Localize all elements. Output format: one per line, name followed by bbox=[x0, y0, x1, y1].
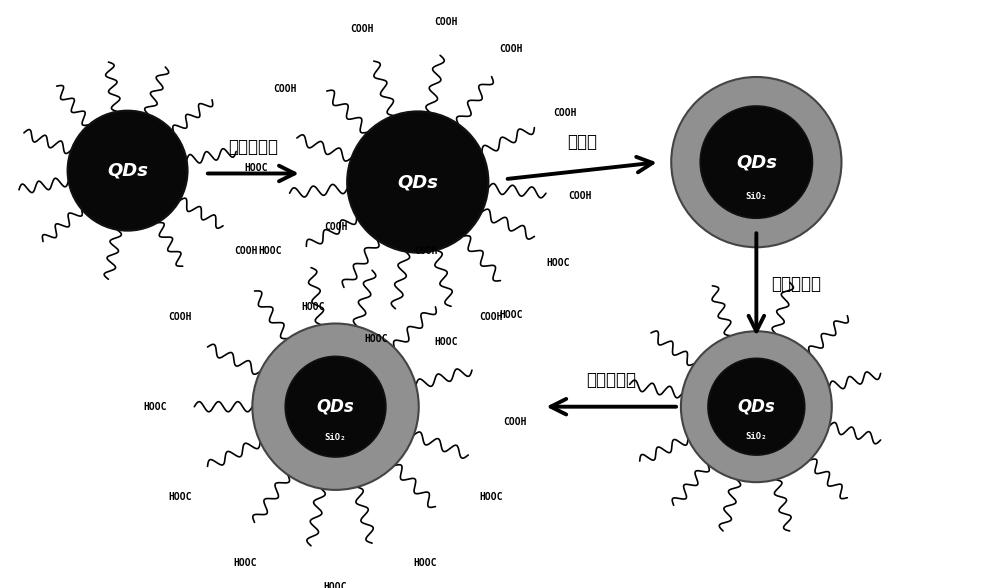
Text: COOH: COOH bbox=[503, 417, 527, 427]
Text: COOH: COOH bbox=[499, 44, 523, 54]
Circle shape bbox=[681, 331, 832, 482]
Text: HOOC: HOOC bbox=[259, 246, 282, 256]
Text: HOOC: HOOC bbox=[434, 337, 458, 347]
Circle shape bbox=[700, 106, 812, 218]
Text: HOOC: HOOC bbox=[144, 402, 167, 412]
Text: COOH: COOH bbox=[553, 108, 577, 118]
Circle shape bbox=[347, 111, 488, 253]
Text: HOOC: HOOC bbox=[244, 163, 268, 173]
Text: HOOC: HOOC bbox=[324, 582, 347, 588]
Circle shape bbox=[285, 356, 386, 457]
Text: HOOC: HOOC bbox=[234, 557, 257, 567]
Text: 两性齐聚物: 两性齐聚物 bbox=[586, 371, 636, 389]
Text: QDs: QDs bbox=[317, 397, 354, 416]
Circle shape bbox=[708, 358, 805, 455]
Text: COOH: COOH bbox=[414, 246, 437, 256]
Circle shape bbox=[252, 323, 419, 490]
Text: QDs: QDs bbox=[737, 397, 775, 416]
Text: COOH: COOH bbox=[168, 312, 191, 322]
Text: HOOC: HOOC bbox=[480, 492, 503, 502]
Text: COOH: COOH bbox=[234, 246, 257, 256]
Text: 硅烷偶联剂: 硅烷偶联剂 bbox=[771, 275, 821, 293]
Text: HOOC: HOOC bbox=[499, 310, 523, 320]
Text: COOH: COOH bbox=[480, 312, 503, 322]
Text: HOOC: HOOC bbox=[547, 258, 570, 268]
Text: SiO₂: SiO₂ bbox=[325, 433, 346, 442]
Text: 两性齐聚物: 两性齐聚物 bbox=[228, 138, 278, 156]
Text: QDs: QDs bbox=[107, 162, 148, 180]
Text: COOH: COOH bbox=[568, 191, 591, 201]
Text: COOH: COOH bbox=[434, 17, 458, 27]
Text: HOOC: HOOC bbox=[414, 557, 437, 567]
Text: HOOC: HOOC bbox=[302, 302, 325, 312]
Text: QDs: QDs bbox=[397, 173, 438, 191]
Text: HOOC: HOOC bbox=[364, 334, 387, 344]
Text: 前驱体: 前驱体 bbox=[567, 132, 597, 151]
Circle shape bbox=[671, 77, 841, 247]
Text: COOH: COOH bbox=[350, 24, 374, 34]
Text: QDs: QDs bbox=[736, 153, 777, 171]
Text: SiO₂: SiO₂ bbox=[746, 192, 767, 202]
Circle shape bbox=[68, 111, 188, 230]
Text: HOOC: HOOC bbox=[168, 492, 191, 502]
Text: COOH: COOH bbox=[273, 84, 296, 94]
Text: SiO₂: SiO₂ bbox=[746, 432, 767, 441]
Text: COOH: COOH bbox=[324, 222, 347, 232]
